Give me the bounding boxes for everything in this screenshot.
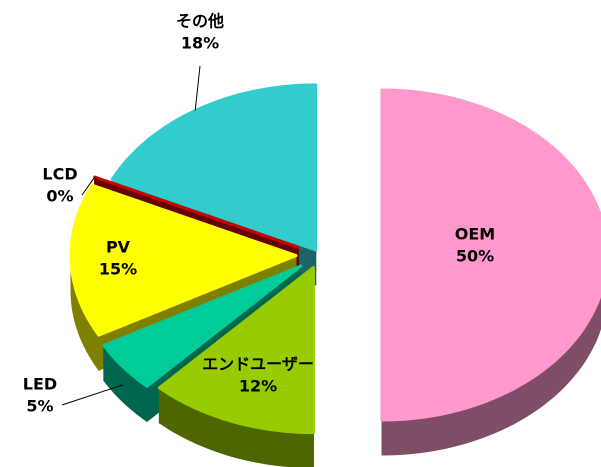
leader-line bbox=[194, 65, 201, 111]
slice-label: LCD bbox=[42, 165, 77, 184]
slice bbox=[110, 83, 318, 252]
slice-label: LED bbox=[23, 375, 57, 394]
slice-value-label: 5% bbox=[26, 397, 53, 416]
slice bbox=[157, 266, 315, 435]
slice-value-label: 0% bbox=[46, 187, 73, 206]
slice-label: エンドユーザー bbox=[202, 355, 314, 374]
slice-value-label: 12% bbox=[239, 377, 277, 396]
slice-label: PV bbox=[106, 238, 131, 257]
slice bbox=[69, 183, 298, 337]
slice-value-label: 18% bbox=[181, 34, 219, 53]
slice-label: OEM bbox=[455, 225, 495, 244]
slice bbox=[380, 88, 601, 422]
slice-label: その他 bbox=[176, 12, 224, 31]
leader-line bbox=[61, 384, 124, 406]
leader-line bbox=[81, 176, 96, 196]
slice-value-label: 15% bbox=[99, 260, 137, 279]
slice bbox=[102, 264, 303, 388]
slice-value-label: 50% bbox=[456, 247, 494, 266]
